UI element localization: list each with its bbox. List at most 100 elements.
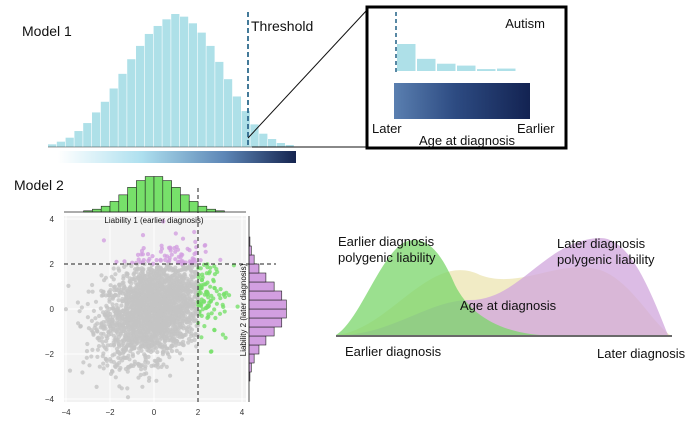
scatter-point <box>104 358 109 363</box>
scatter-point <box>110 322 115 327</box>
scatter-point <box>124 273 129 279</box>
top-hist-bar <box>197 205 208 213</box>
scatter-point <box>121 274 126 279</box>
scatter-point <box>156 275 161 280</box>
y-tick-label: 2 <box>50 260 55 269</box>
scatter-point <box>119 386 124 391</box>
scatter-point <box>136 333 141 338</box>
scatter-point <box>207 269 212 274</box>
histogram-bar <box>83 123 92 147</box>
scatter-point <box>198 286 203 291</box>
right-hist-bar <box>248 254 255 265</box>
scatter-point <box>175 319 180 324</box>
inset-title: Autism <box>505 16 545 31</box>
scatter-point <box>171 340 176 345</box>
scatter-point <box>140 272 145 277</box>
inset-axis-label: Age at diagnosis <box>419 133 516 148</box>
scatter-point <box>150 307 155 312</box>
scatter-point <box>106 332 111 337</box>
scatter-point <box>192 229 197 235</box>
scatter-point <box>116 266 121 271</box>
scatter-point <box>151 280 156 285</box>
scatter-point <box>146 378 152 383</box>
scatter-point <box>64 307 68 312</box>
scatter-point <box>132 346 137 351</box>
scatter-point <box>125 386 130 391</box>
scatter-point <box>142 290 147 295</box>
scatter-point <box>136 301 141 306</box>
scatter-point <box>89 318 94 323</box>
scatter-point <box>167 266 172 271</box>
scatter-point <box>203 249 208 254</box>
scatter-point <box>154 258 159 263</box>
scatter-point <box>131 363 136 368</box>
scatter-point <box>168 245 173 250</box>
scatter-point <box>107 299 112 304</box>
scatter-point <box>130 340 135 345</box>
inset-bar <box>397 44 416 71</box>
scatter-point <box>113 364 118 370</box>
scatter-point <box>145 279 150 284</box>
scatter-point <box>221 304 226 309</box>
scatter-point <box>145 316 151 321</box>
scatter-point <box>85 315 90 320</box>
scatter-point <box>101 361 106 366</box>
scatter-point <box>159 342 164 347</box>
scatter-point <box>94 384 99 389</box>
histogram-bar <box>144 33 153 148</box>
scatter-point <box>81 360 86 365</box>
scatter-point <box>93 299 99 304</box>
early-label-2: polygenic liability <box>338 250 436 265</box>
scatter-point <box>142 372 147 377</box>
scatter-point <box>175 260 180 265</box>
scatter-point <box>138 285 144 290</box>
scatter-point <box>179 259 184 264</box>
late-label-2: polygenic liability <box>557 252 655 267</box>
scatter-point <box>90 347 95 352</box>
scatter-point <box>114 259 119 264</box>
scatter-point <box>170 298 175 303</box>
scatter-point <box>136 375 141 380</box>
model1-histogram <box>48 14 294 148</box>
scatter-point <box>124 336 129 341</box>
scatter-point <box>181 326 186 331</box>
inset-histogram <box>397 44 516 71</box>
scatter-point <box>128 278 133 283</box>
scatter-point <box>135 252 141 257</box>
scatter-point <box>129 335 134 340</box>
scatter-point <box>137 297 142 303</box>
scatter-point <box>191 257 196 262</box>
histogram-bar <box>215 61 224 147</box>
scatter-point <box>209 349 214 354</box>
inset-later-label: Later <box>372 121 402 136</box>
threshold-label: Threshold <box>251 18 313 34</box>
scatter-point <box>169 337 175 342</box>
scatter-point <box>143 357 148 362</box>
scatter-point <box>89 354 94 359</box>
scatter-point <box>186 279 191 284</box>
histogram-bar <box>206 45 215 147</box>
scatter-point <box>127 299 132 304</box>
histogram-bar <box>136 45 145 147</box>
scatter-point <box>110 369 115 374</box>
scatter-point <box>190 311 196 316</box>
scatter-point <box>96 344 102 349</box>
scatter-point <box>159 324 165 329</box>
scatter-point <box>101 293 106 298</box>
scatter-point <box>99 335 104 340</box>
model1-label: Model 1 <box>22 23 72 39</box>
right-hist-bar <box>248 272 267 283</box>
scatter-point <box>194 245 199 250</box>
scatter-point <box>127 326 132 331</box>
top-hist-bar <box>144 176 155 213</box>
scatter-point <box>202 243 207 248</box>
scatter-point <box>151 363 156 368</box>
scatter-point <box>145 341 150 346</box>
scatter-point <box>104 303 109 308</box>
scatter-point <box>77 309 82 314</box>
scatter-point <box>86 326 91 331</box>
scatter-point <box>211 279 216 284</box>
scatter-point <box>118 290 123 295</box>
scatter-point <box>200 275 205 280</box>
scatter-point <box>158 257 163 262</box>
